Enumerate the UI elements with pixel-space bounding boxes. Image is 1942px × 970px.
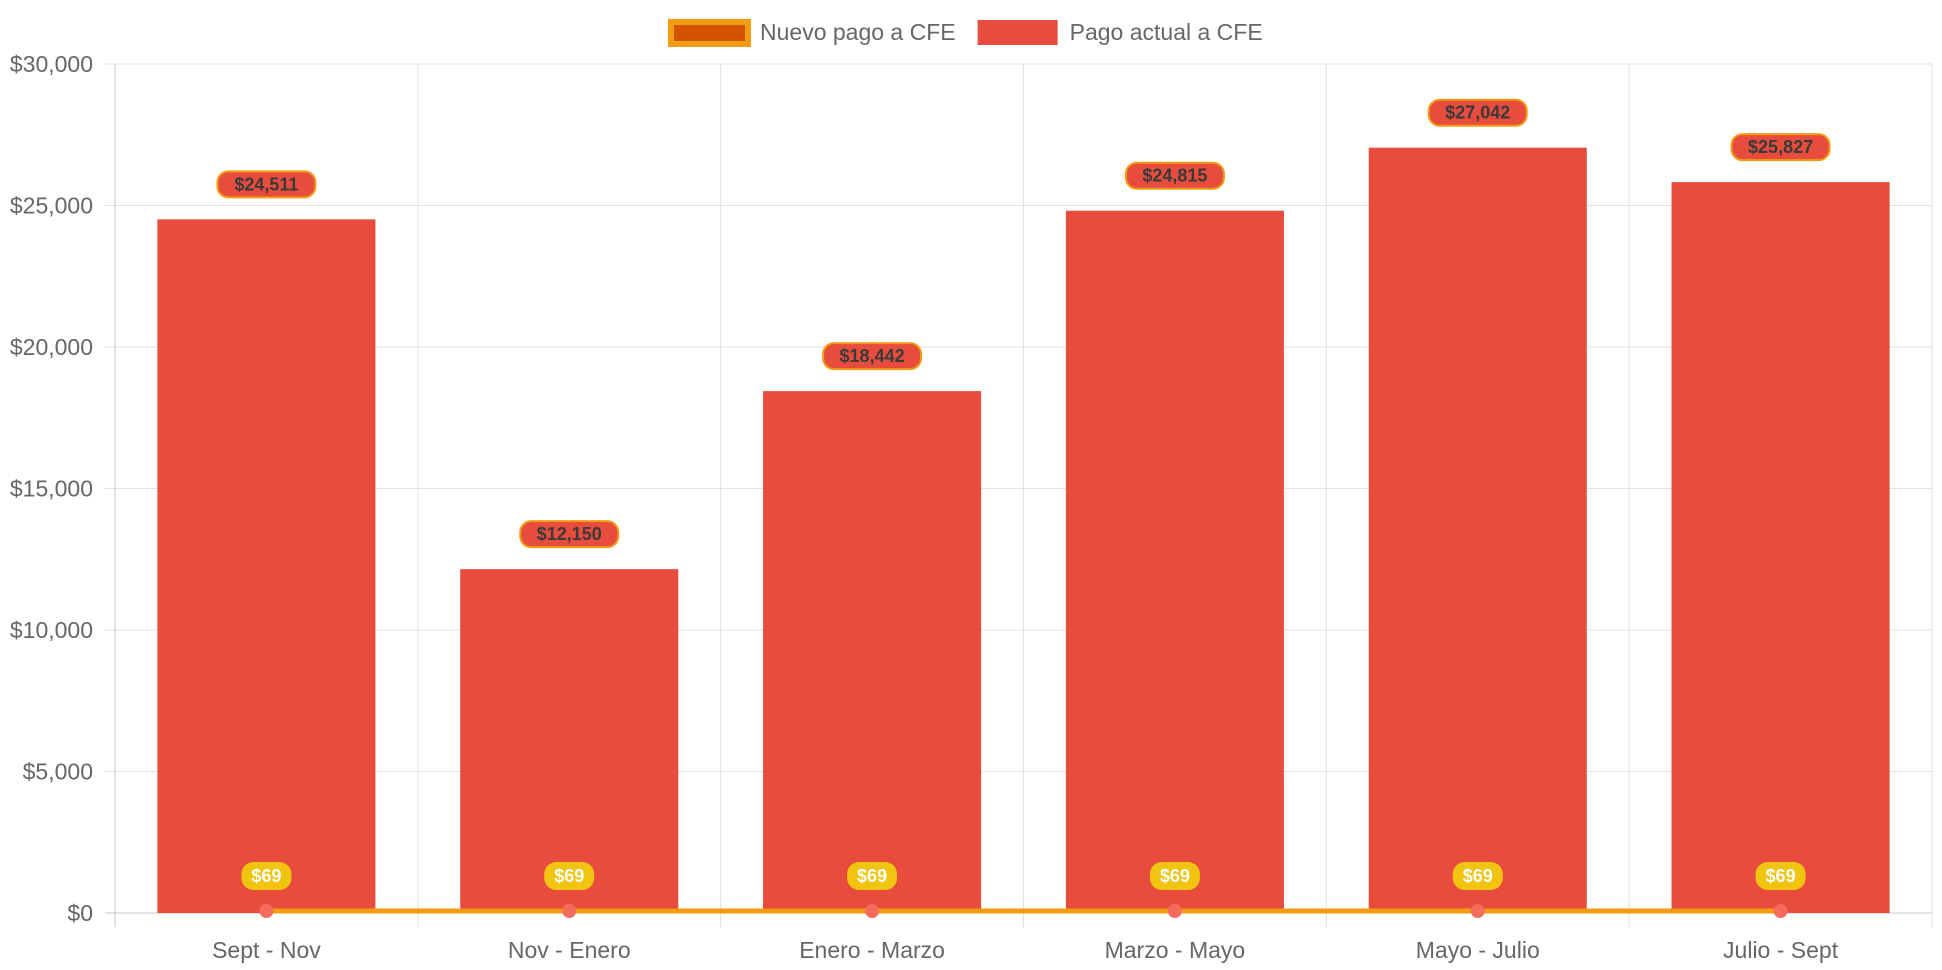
bar-value-label-box (1124, 161, 1225, 190)
line-value-label-text: $69 (1463, 866, 1493, 886)
y-tick-label: $10,000 (10, 617, 93, 643)
legend-label: Nuevo pago a CFE (760, 19, 956, 45)
line-value-label: $69 (241, 862, 292, 891)
line-value-label-box (847, 862, 898, 891)
bar-value-label-text: $12,150 (537, 524, 602, 544)
bar-value-label: $18,442 (822, 342, 923, 371)
line-value-label: $69 (544, 862, 595, 891)
line-value-label-box (1755, 862, 1806, 891)
bar (1065, 210, 1284, 914)
y-tick-label: $0 (67, 900, 93, 926)
legend-item: Nuevo pago a CFE (668, 19, 956, 47)
bar (1671, 182, 1890, 914)
bar-value-label: $25,827 (1730, 133, 1831, 162)
y-tick-label: $25,000 (10, 193, 93, 219)
bar (763, 391, 982, 913)
legend-item: Pago actual a CFE (977, 19, 1263, 45)
bar-value-label-box (1427, 98, 1528, 127)
line-point (1167, 904, 1182, 919)
y-tick-label: $5,000 (23, 759, 93, 785)
y-tick-label: $30,000 (10, 51, 93, 77)
line-value-label-text: $69 (1766, 866, 1796, 886)
bar-value-label-text: $18,442 (840, 346, 905, 366)
line-value-label: $69 (1452, 862, 1503, 891)
data-labels-layer: $24,511 $12,150 $18,442 $24,815 $27,042 $25,8… (216, 98, 1831, 891)
line-value-label-box (1149, 862, 1200, 891)
line-point (1773, 904, 1788, 919)
bar-value-label-text: $24,511 (234, 174, 298, 194)
x-tick-label: Julio - Sept (1723, 937, 1839, 963)
bar (1368, 147, 1587, 913)
legend-label: Pago actual a CFE (1070, 19, 1263, 45)
x-tick-label: Sept - Nov (212, 937, 321, 963)
bar-value-label-text: $24,815 (1142, 166, 1207, 186)
x-tick-label: Marzo - Mayo (1105, 937, 1246, 963)
bar-value-label-box (822, 342, 923, 371)
line-point (1470, 904, 1485, 919)
line-point (865, 904, 880, 919)
x-tick-label: Enero - Marzo (799, 937, 945, 963)
line-value-label-text: $69 (554, 866, 584, 886)
bars-layer (157, 147, 1890, 914)
bar-value-label-text: $27,042 (1445, 103, 1510, 123)
line-value-label-text: $69 (1160, 866, 1190, 886)
legend: Nuevo pago a CFE Pago actual a CFE (668, 19, 1263, 47)
line-value-label-text: $69 (857, 866, 887, 886)
line-value-label: $69 (847, 862, 898, 891)
line-value-label-text: $69 (251, 866, 281, 886)
x-tick-label: Nov - Enero (508, 937, 631, 963)
line-value-label: $69 (1149, 862, 1200, 891)
bar-value-label-box (1730, 133, 1831, 162)
x-tick-label: Mayo - Julio (1416, 937, 1540, 963)
line-value-label-box (1452, 862, 1503, 891)
bar-value-label: $12,150 (519, 520, 620, 549)
grid-layer (105, 63, 1933, 927)
y-tick-label: $15,000 (10, 476, 93, 502)
line-point (562, 904, 577, 919)
bar-value-label: $27,042 (1427, 98, 1528, 127)
bar-value-label: $24,511 (216, 170, 317, 199)
line-layer (259, 904, 1788, 919)
line-value-label: $69 (1755, 862, 1806, 891)
bar-value-label: $24,815 (1124, 161, 1225, 190)
bar-value-label-box (216, 170, 317, 199)
line-value-label-box (241, 862, 292, 891)
line-value-label-box (544, 862, 595, 891)
bar-value-label-text: $25,827 (1748, 137, 1813, 157)
bar-value-label-box (519, 520, 620, 549)
legend-swatch (668, 19, 751, 47)
bar (157, 219, 376, 914)
bar (460, 569, 679, 913)
y-tick-label: $20,000 (10, 334, 93, 360)
axis-layer: $0 $5,000 $10,000 $15,000 $20,000 $25,000 $30,… (10, 51, 1839, 963)
legend-swatch (977, 20, 1058, 45)
line-point (259, 904, 274, 919)
